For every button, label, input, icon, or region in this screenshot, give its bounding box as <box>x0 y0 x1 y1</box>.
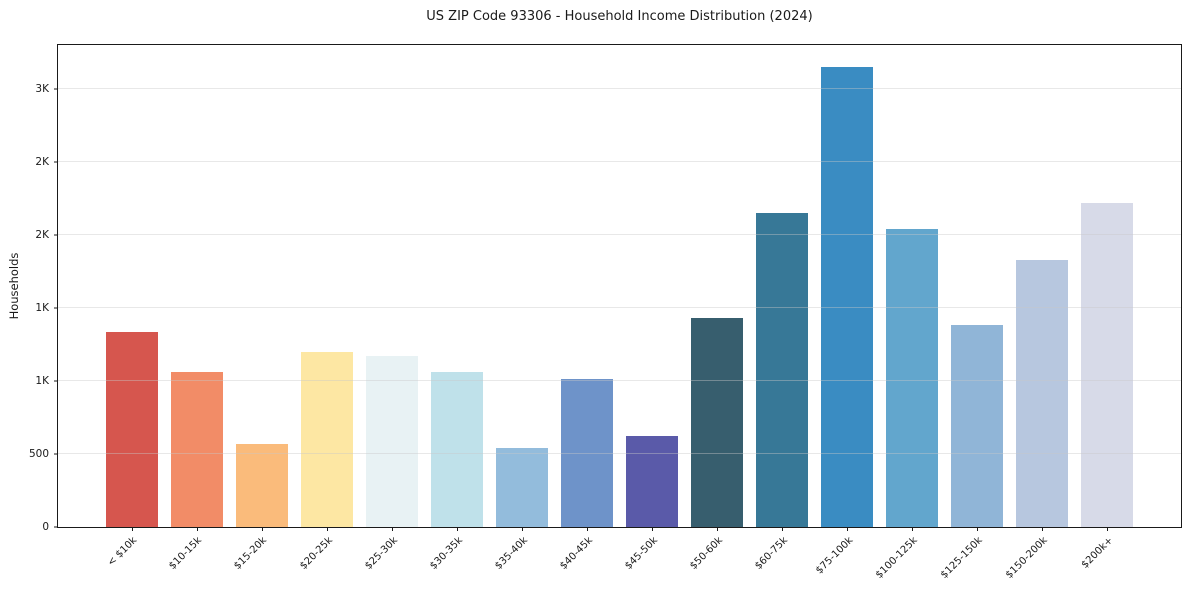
bar-slot: $75-100k <box>814 45 880 576</box>
bar-slot: $30-35k <box>424 45 489 572</box>
y-tick-mark <box>54 88 58 90</box>
x-tick-mark <box>261 527 263 531</box>
x-tick-label: $10-15k <box>167 535 205 572</box>
gridline <box>58 233 1181 235</box>
bar-$40-45k <box>560 378 613 527</box>
x-tick-label: $125-150k <box>939 535 986 581</box>
x-tick-mark <box>782 527 784 531</box>
y-tick-label: 500 <box>28 447 49 460</box>
gridline <box>58 306 1181 308</box>
x-tick-label: $40-45k <box>557 535 595 572</box>
bar-$60-75k <box>756 212 809 527</box>
x-tick-mark <box>586 527 588 531</box>
y-tick-mark <box>54 526 58 528</box>
x-tick-label: $60-75k <box>753 535 790 572</box>
x-tick-label: $15-20k <box>232 535 270 572</box>
bar-$100-125k <box>886 229 939 527</box>
plot-area: < $10k $10-15k $15-20k $20-25k $25-30k $30-35… <box>29 44 1182 581</box>
x-tick-label: $45-50k <box>622 535 660 572</box>
y-axis-title: Households <box>7 252 21 320</box>
x-tick-label: $75-100k <box>813 535 855 577</box>
y-tick-label: 2K <box>35 228 49 241</box>
bar-$125-150k <box>951 324 1004 527</box>
bar-$200k+ <box>1081 202 1134 527</box>
x-tick-mark <box>196 527 198 531</box>
y-tick-mark <box>54 453 58 455</box>
bar-$10-15k <box>170 372 223 527</box>
x-tick-mark <box>521 527 523 531</box>
x-tick-label: $25-30k <box>362 535 400 572</box>
bar-slot: $60-75k <box>750 45 815 572</box>
y-tick-label: 0 <box>42 521 49 533</box>
x-tick-mark <box>1107 527 1109 531</box>
x-tick-mark <box>131 527 133 531</box>
bar-$25-30k <box>365 356 418 527</box>
x-tick-mark <box>456 527 458 531</box>
y-tick-label: 2K <box>35 155 49 168</box>
bars-container: < $10k $10-15k $15-20k $20-25k $25-30k $30-35… <box>58 45 1181 581</box>
bar-$20-25k <box>300 351 353 527</box>
bar-$150-200k <box>1016 259 1069 527</box>
gridline <box>58 379 1181 381</box>
bar-slot: $10-15k <box>164 45 229 572</box>
x-tick-label: $30-35k <box>427 535 465 572</box>
bar-slot: $35-40k <box>489 45 554 572</box>
y-tick-label: 1K <box>35 301 49 314</box>
gridline <box>58 160 1181 162</box>
x-tick-label: $200k+ <box>1079 535 1116 571</box>
y-tick-label: 1K <box>35 374 49 387</box>
x-tick-mark <box>652 527 654 531</box>
x-tick-mark <box>847 527 849 531</box>
bar-$30-35k <box>430 372 483 527</box>
x-tick-mark <box>326 527 328 531</box>
chart-title: US ZIP Code 93306 - Household Income Dis… <box>426 9 813 24</box>
y-tick-mark <box>54 380 58 382</box>
bar-$50-60k <box>691 318 744 527</box>
x-tick-mark <box>1042 527 1044 531</box>
bar-slot: $25-30k <box>359 45 424 572</box>
y-tick-label: 3K <box>35 82 49 95</box>
bar-slot: $20-25k <box>294 45 359 572</box>
bar-slot: $125-150k <box>939 45 1010 581</box>
x-tick-label: $20-25k <box>297 535 335 572</box>
y-tick-mark <box>54 234 58 236</box>
bar-slot: $200k+ <box>1075 45 1140 571</box>
bar-slot: < $10k <box>99 45 164 569</box>
x-tick-label: $50-60k <box>687 535 725 572</box>
bar-$15-20k <box>235 443 288 527</box>
x-tick-label: $100-125k <box>874 535 921 581</box>
bar-slot: $50-60k <box>685 45 750 572</box>
bar-slot: $15-20k <box>229 45 294 572</box>
bar-slot: $100-125k <box>874 45 945 581</box>
bar-$75-100k <box>821 66 874 527</box>
x-tick-label: $35-40k <box>492 535 530 572</box>
bar-$45-50k <box>626 435 679 527</box>
x-tick-label: $150-200k <box>1004 535 1051 581</box>
x-tick-mark <box>717 527 719 531</box>
bar-$35-40k <box>495 448 548 527</box>
x-tick-mark <box>912 527 914 531</box>
y-tick-mark <box>54 161 58 163</box>
x-tick-mark <box>391 527 393 531</box>
bar-slot: $45-50k <box>620 45 685 572</box>
gridline <box>58 452 1181 454</box>
x-tick-label: < $10k <box>105 535 140 569</box>
y-tick-mark <box>54 307 58 309</box>
bar-slot: $150-200k <box>1004 45 1075 581</box>
x-tick-mark <box>977 527 979 531</box>
bar-slot: $40-45k <box>554 45 619 572</box>
bar-< $10k <box>105 332 158 527</box>
gridline <box>58 87 1181 89</box>
